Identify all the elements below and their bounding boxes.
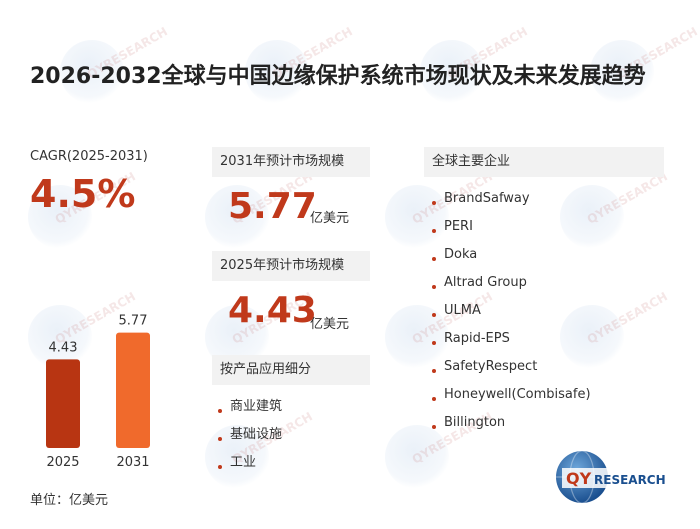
bullet-icon [432,341,436,345]
list-item: 商业建筑 [216,397,282,425]
forecast-2025-unit: 亿美元 [310,317,350,332]
forecast-2031-header: 2031年预计市场规模 [212,147,370,177]
bullet-icon [432,425,436,429]
logo-qy-text: QY [566,469,592,488]
x-tick-label-2031: 2031 [116,455,149,470]
bullet-icon [432,285,436,289]
bullet-icon [432,397,436,401]
list-item: Rapid-EPS [430,329,591,357]
page-title: 2026-2032全球与中国边缘保护系统市场现状及未来发展趋势 [30,64,646,89]
list-item: 工业 [216,453,282,481]
list-item: PERI [430,217,591,245]
companies-header: 全球主要企业 [424,147,664,177]
list-item: Billington [430,413,591,441]
list-item: Doka [430,245,591,273]
list-item: Altrad Group [430,273,591,301]
list-item: Honeywell(Combisafe) [430,385,591,413]
list-item: BrandSafway [430,189,591,217]
forecast-2025-value: 4.43 [228,290,317,331]
forecast-2031-unit: 亿美元 [310,211,350,226]
companies-list: BrandSafway PERI Doka Altrad Group ULMA … [430,189,591,441]
data-label-2025: 4.43 [49,340,78,355]
bullet-icon [432,369,436,373]
bullet-icon [218,437,222,441]
bullet-icon [432,313,436,317]
logo-research-text: RESEARCH [594,473,666,487]
applications-list: 商业建筑 基础设施 工业 [216,397,282,481]
list-item: SafetyRespect [430,357,591,385]
bullet-icon [218,465,222,469]
bullet-icon [432,257,436,261]
bullet-icon [432,201,436,205]
unit-note: 单位：亿美元 [30,493,109,508]
list-item: 基础设施 [216,425,282,453]
bar-chart: 4.43 2025 5.77 2031 [46,314,150,470]
cagr-label: CAGR(2025-2031) [30,149,148,164]
bar-2031 [116,332,150,448]
cagr-value: 4.5% [30,172,136,216]
forecast-2031-value: 5.77 [228,186,317,227]
bar-2025 [46,359,80,448]
list-item: ULMA [430,301,591,329]
x-tick-label-2025: 2025 [46,455,79,470]
bullet-icon [218,409,222,413]
qyresearch-logo: QY RESEARCH [556,450,668,504]
applications-header: 按产品应用细分 [212,355,370,385]
data-label-2031: 5.77 [119,314,148,329]
forecast-2025-header: 2025年预计市场规模 [212,251,370,281]
bullet-icon [432,229,436,233]
